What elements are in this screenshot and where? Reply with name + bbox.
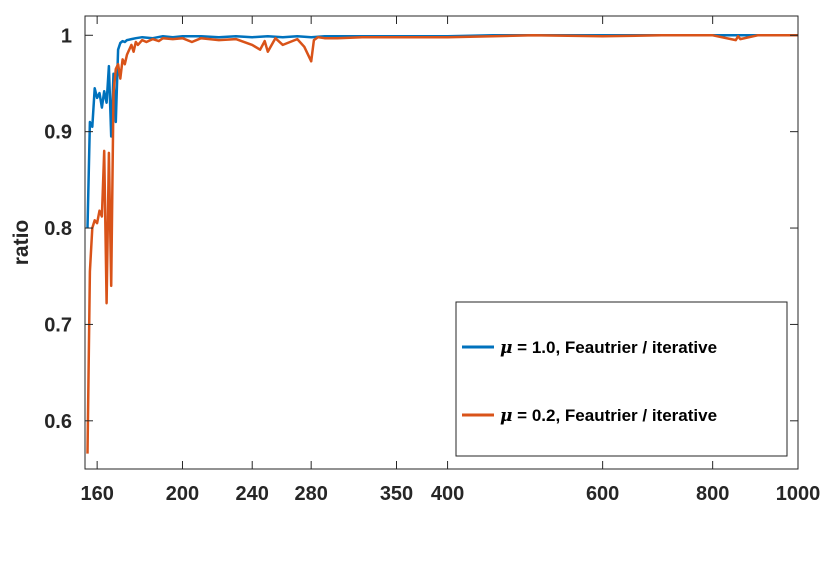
legend-entry-mu-0-2: μ = 0.2, Feautrier / iterative: [500, 406, 717, 426]
legend-label: = 0.2, Feautrier / iterative: [512, 406, 717, 425]
legend-label: = 1.0, Feautrier / iterative: [512, 338, 717, 357]
legend-mu-symbol: μ: [500, 338, 512, 358]
series-line-1: [86, 34, 798, 454]
x-tick-label: 200: [166, 483, 199, 505]
x-tick-label: 350: [380, 483, 413, 505]
x-tick-label: 1000: [776, 483, 821, 505]
x-tick-label: 160: [80, 483, 113, 505]
plot-frame: [84, 15, 799, 470]
legend-entry-mu-1: μ = 1.0, Feautrier / iterative: [500, 338, 717, 358]
legend-mu-symbol: μ: [500, 406, 512, 426]
ticks-layer: 160 200 240 280 350 400 600 800 1000 0.6 0.7 0.8 0.9…: [44, 16, 820, 505]
y-tick-label: 0.9: [44, 122, 72, 144]
legend-box: [455, 301, 788, 457]
y-tick-label: 0.8: [44, 218, 72, 240]
x-tick-label: 600: [586, 483, 619, 505]
y-tick-label: 0.7: [44, 314, 72, 336]
series-layer: [86, 34, 798, 454]
x-tick-label: 800: [696, 483, 729, 505]
x-tick-label: 400: [431, 483, 464, 505]
y-tick-label: 0.6: [44, 411, 72, 433]
y-axis-label: ratio: [10, 220, 33, 266]
x-tick-label: 240: [236, 483, 269, 505]
x-tick-label: 280: [294, 483, 327, 505]
y-tick-label: 1: [61, 25, 72, 47]
legend: μ = 1.0, Feautrier / iterative μ = 0.2, …: [455, 301, 788, 457]
